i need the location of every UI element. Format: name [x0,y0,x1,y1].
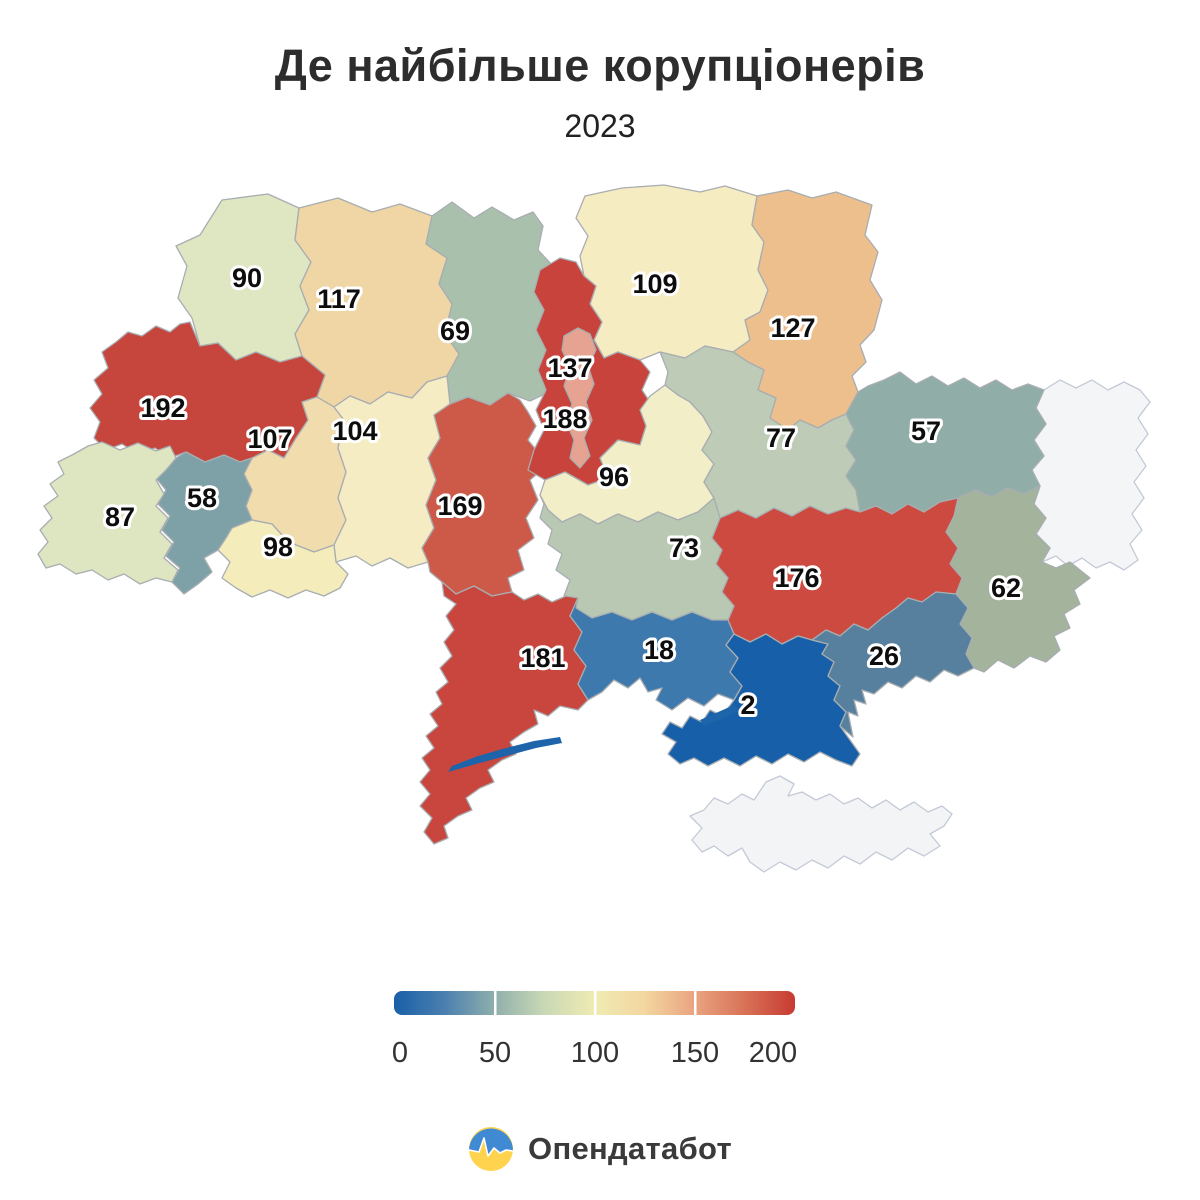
region-label-volyn: 90 [232,263,262,293]
region-odesa [419,581,589,845]
page-subtitle: 2023 [564,108,636,144]
kinburn-spit [700,705,740,726]
region-label-zaporizhzhia: 26 [869,641,899,671]
brand-footer: Опендатабот [0,1126,1200,1172]
region-label-zakarpattia: 87 [105,502,135,532]
brand-name: Опендатабот [528,1131,732,1166]
region-label-kyiv-oblast: 188 [542,404,587,434]
region-label-vinnytsia: 169 [437,491,482,521]
legend-separator [694,991,697,1015]
opendatabot-logo-icon [468,1127,514,1171]
region-mykolaiv [569,597,743,711]
region-label-poltava: 77 [766,423,796,453]
region-vinnytsia [421,392,545,597]
tendra-spit [448,737,562,772]
color-legend: 0 50 100 150 200 [392,991,797,1069]
region-kyiv-city [561,327,597,469]
region-label-mykolaiv: 18 [644,635,674,665]
legend-tick-100: 100 [571,1037,619,1069]
legend-separator [494,991,497,1015]
region-zakarpattia [37,441,179,585]
region-label-cherkasy: 96 [599,462,629,492]
region-label-sumy: 127 [770,313,815,343]
region-label-dnipro: 176 [774,563,819,593]
region-zaporizhzhia [811,591,975,738]
region-crimea [689,775,953,873]
legend-tick-150: 150 [671,1037,719,1069]
region-label-ternopil: 107 [247,424,292,454]
region-label-kherson: 2 [740,690,755,720]
region-label-kharkiv: 57 [911,416,941,446]
region-label-chernihiv: 109 [632,269,677,299]
legend-separator [594,991,597,1015]
legend-tick-50: 50 [479,1037,511,1069]
page-title: Де найбільше корупціонерів [274,40,926,91]
region-kirovohrad [539,494,735,621]
region-label-kirovohrad: 73 [669,533,699,563]
region-label-chernivtsi: 98 [263,532,293,562]
legend-tick-200: 200 [749,1037,797,1069]
region-label-lviv: 192 [140,393,185,423]
region-label-odesa: 181 [520,643,565,673]
region-lviv [89,321,326,463]
region-luhansk [1031,379,1151,571]
region-chernivtsi [217,519,349,599]
legend-tick-0: 0 [392,1037,408,1069]
region-label-kyiv-city: 137 [547,353,592,383]
region-label-donetsk: 62 [991,573,1021,603]
region-label-ivano-frankivsk: 58 [187,483,217,513]
region-label-rivne: 117 [317,284,361,314]
region-label-zhytomyr: 69 [440,316,470,346]
region-label-khmelnytskyi: 104 [332,416,377,446]
